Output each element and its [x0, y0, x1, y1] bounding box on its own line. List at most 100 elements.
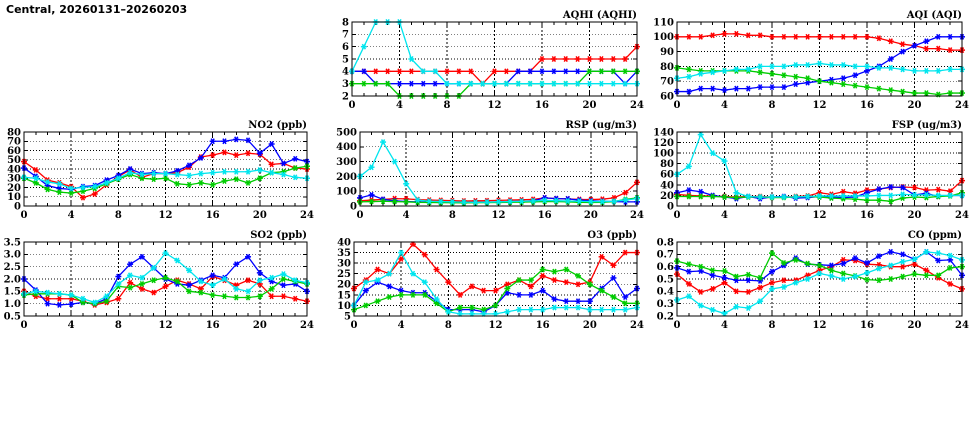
series-marker-day4 [363, 279, 368, 286]
chart-panel-rsp: RSP (ug/m3) 0 100 200 300 400 500 0 4 8 12 16 20 24 [330, 118, 650, 228]
series-marker-day4 [516, 306, 522, 313]
series-marker-day1 [57, 295, 62, 302]
x-tick-label: 0 [349, 100, 356, 111]
series-marker-day4 [912, 256, 917, 263]
series-marker-day3 [186, 181, 192, 188]
series-marker-day4 [198, 278, 204, 285]
chart-title: AQHI (AQHI) [562, 10, 637, 21]
series-marker-day4 [575, 304, 581, 311]
series-marker-day4 [505, 308, 510, 315]
series-marker-day2 [746, 85, 751, 92]
x-tick-label: 12 [489, 320, 503, 331]
series-marker-day4 [936, 192, 941, 199]
series-marker-day3 [829, 79, 834, 86]
x-tick-label: 16 [206, 210, 220, 221]
y-tick-label: 40 [7, 164, 21, 175]
series-marker-day4 [33, 175, 38, 182]
series-marker-day2 [888, 248, 893, 255]
series-marker-day1 [757, 284, 763, 291]
series-marker-day1 [245, 150, 251, 157]
series-marker-day2 [210, 272, 215, 279]
plot-frame [676, 241, 963, 317]
series-marker-day4 [480, 80, 485, 87]
series-marker-day3 [686, 66, 692, 73]
series-marker-day4 [69, 292, 74, 299]
series-marker-day1 [456, 68, 462, 75]
series-marker-day4 [127, 272, 133, 279]
series-marker-day4 [564, 304, 569, 311]
y-tick-label: 5 [344, 311, 351, 322]
y-tick-label: 0.5 [4, 311, 21, 322]
series-marker-day4 [542, 197, 547, 204]
series-marker-day2 [876, 253, 882, 260]
series-marker-day4 [492, 80, 497, 87]
x-tick-label: 4 [68, 320, 75, 331]
series-marker-day4 [686, 163, 692, 170]
series-marker-day2 [686, 88, 692, 95]
chart-panel-aqhi: AQHI (AQHI) 2 3 4 5 6 7 8 0 4 8 12 16 20 24 [330, 8, 650, 118]
series-marker-day2 [900, 48, 905, 55]
chart-panel-aqi: AQI (AQI) 60 70 80 90 100 110 0 4 8 12 16 20 24 [645, 8, 975, 118]
series-marker-day1 [399, 255, 404, 262]
y-tick-label: 10 [337, 301, 351, 312]
series-marker-day3 [198, 179, 204, 186]
series-marker-day4 [507, 198, 513, 205]
series-marker-day2 [552, 296, 557, 303]
series-marker-day3 [722, 194, 727, 200]
series-marker-day3 [888, 198, 893, 205]
series-marker-day4 [936, 250, 941, 257]
series-marker-day2 [234, 136, 239, 143]
series-marker-day1 [234, 152, 239, 159]
series-marker-day3 [686, 261, 692, 268]
series-marker-day2 [781, 84, 787, 91]
series-marker-day4 [293, 174, 298, 181]
series-marker-day4 [69, 185, 74, 192]
series-marker-day4 [186, 172, 192, 179]
series-marker-day4 [900, 258, 905, 265]
series-marker-day4 [805, 61, 810, 68]
plot-frame [359, 131, 638, 207]
x-tick-label: 12 [813, 100, 827, 111]
series-marker-day1 [936, 45, 941, 52]
series-marker-day1 [599, 253, 604, 260]
series-marker-day2 [551, 68, 557, 75]
series-marker-day3 [781, 259, 787, 266]
series-marker-day3 [947, 264, 953, 271]
y-tick-label: 0 [14, 201, 21, 212]
series-marker-day2 [564, 298, 569, 305]
series-marker-day3 [210, 181, 215, 188]
series-marker-day4 [45, 289, 50, 296]
series-marker-day4 [912, 191, 917, 198]
series-marker-day4 [57, 290, 62, 297]
series-marker-day2 [432, 80, 438, 87]
chart-rsp: RSP (ug/m3) 0 100 200 300 400 500 0 4 8 12 16 20 24 [336, 120, 644, 221]
series-marker-day4 [422, 279, 427, 286]
series-marker-day4 [587, 306, 592, 313]
series-marker-day1 [504, 68, 509, 75]
y-tick-label: 5 [342, 54, 349, 65]
series-marker-day1 [781, 33, 787, 40]
series-marker-day1 [924, 45, 929, 52]
x-tick-label: 8 [115, 210, 122, 221]
x-tick-label: 16 [860, 100, 874, 111]
series-marker-day3 [222, 178, 227, 184]
series-marker-day3 [422, 291, 427, 298]
series-marker-day2 [186, 162, 192, 169]
series-marker-day4 [734, 189, 739, 196]
series-marker-day1 [116, 295, 121, 302]
series-marker-day3 [888, 276, 893, 282]
series-marker-day4 [540, 306, 545, 313]
y-tick-label: 0.8 [657, 237, 674, 248]
series-marker-day4 [293, 277, 298, 284]
series-marker-day4 [80, 184, 86, 191]
y-tick-label: 30 [7, 174, 21, 185]
series-marker-day4 [710, 69, 715, 76]
series-marker-day3 [175, 278, 180, 285]
series-marker-day3 [222, 293, 227, 300]
x-tick-label: 8 [115, 320, 122, 331]
series-marker-day4 [399, 249, 404, 256]
series-marker-day3 [69, 190, 74, 197]
series-marker-day1 [686, 33, 692, 40]
series-marker-day3 [404, 198, 409, 205]
